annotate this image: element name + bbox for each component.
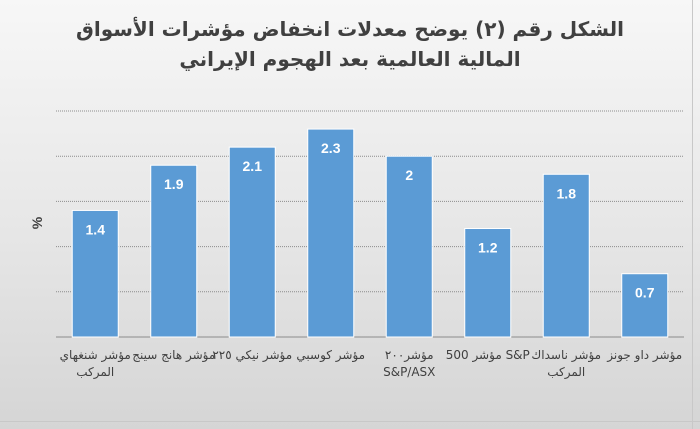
data-label: 2.3 [321,140,341,156]
chart-title-line1: الشكل رقم (٢) يوضح معدلات انخفاض مؤشرات … [75,17,624,41]
data-label: 1.4 [86,221,106,237]
bar [464,228,512,338]
chart-title: الشكل رقم (٢) يوضح معدلات انخفاض مؤشرات … [20,14,680,74]
bar [150,164,198,338]
data-label: 1.8 [557,185,577,201]
data-label: 2 [405,167,413,183]
data-label: 2.1 [243,158,263,174]
data-label: 1.2 [478,240,498,256]
category-label: مؤشر هانج سينج [132,348,216,362]
category-label: مؤشر ناسداك المركب [531,348,602,379]
category-label: مؤشر نيكي ٢٢٥ [212,348,293,362]
chart-title-line2: المالية العالمية بعد الهجوم الإيراني [179,47,521,71]
sheet-gridline [0,421,700,422]
category-label: مؤشر شنغهاي المركب [59,348,131,379]
category-label: مؤشر داو جونز [607,348,683,362]
bar [71,209,119,338]
sheet-gridline [692,0,693,429]
bar [542,173,590,338]
category-label: مؤشر٢٠٠ S&P/ASX [383,348,436,379]
data-label: 0.7 [635,285,655,301]
bar [621,273,669,338]
data-label: 1.9 [164,176,184,192]
bar [228,146,276,338]
category-label: مؤشر كوسبي [296,348,366,362]
bar [385,155,433,338]
category-label: S&P مؤشر 500 [445,348,530,362]
bar [307,128,355,338]
